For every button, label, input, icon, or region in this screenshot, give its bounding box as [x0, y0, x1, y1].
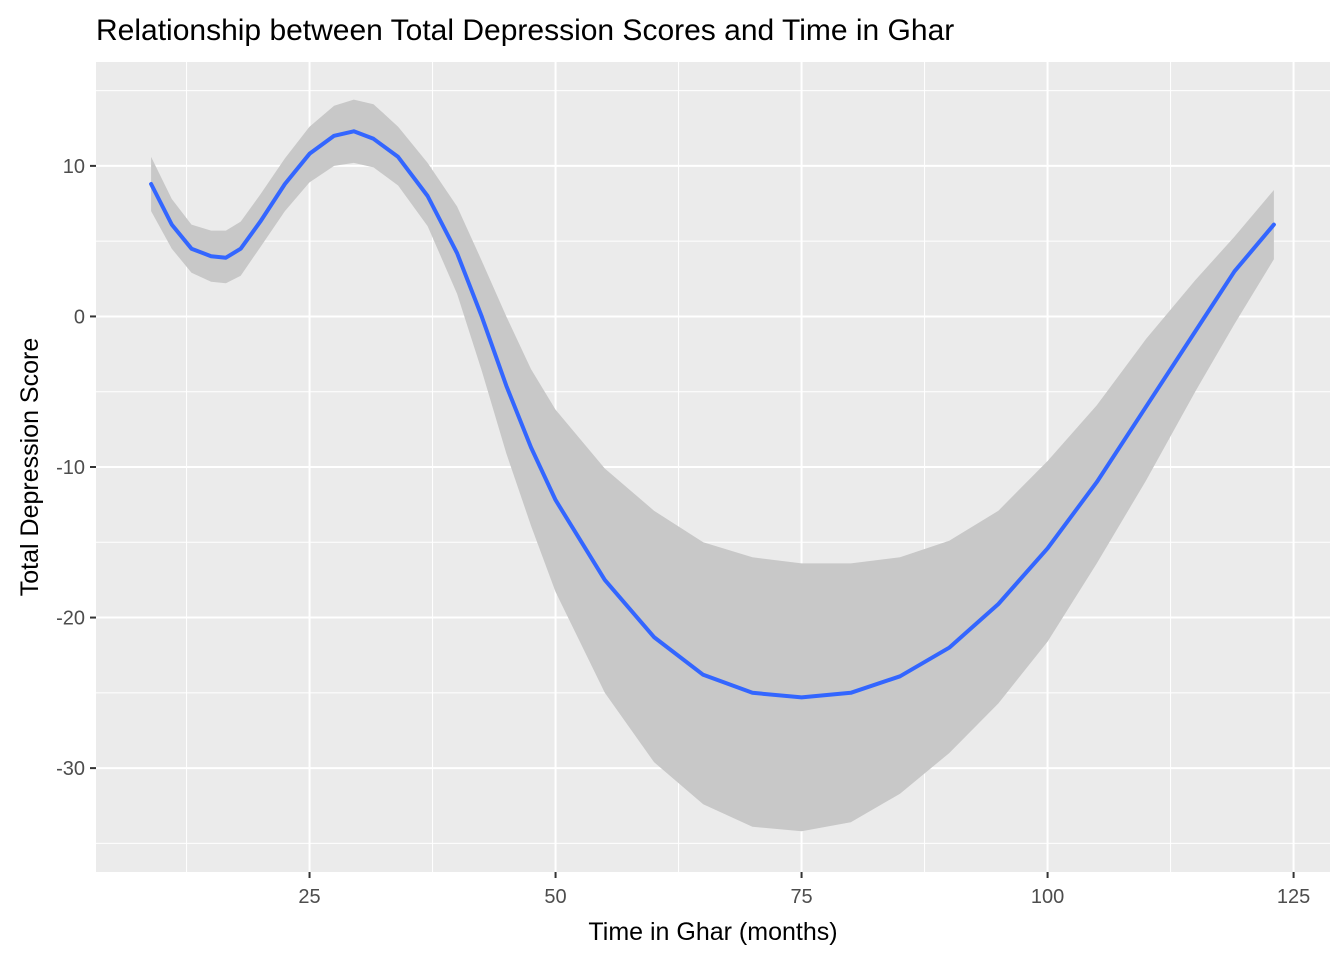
smooth-fit-line: [149, 129, 1276, 700]
x-tick-label: 75: [790, 886, 812, 908]
y-tick-label: -30: [56, 758, 85, 780]
chart-title: Relationship between Total Depression Sc…: [96, 14, 954, 47]
x-axis-title: Time in Ghar (months): [588, 918, 837, 946]
smooth-line-layer: [149, 129, 1276, 700]
x-axis: 25 50 75 100 125: [298, 872, 1310, 908]
y-axis: -30 -20 -10 0 10: [56, 156, 96, 780]
confidence-ribbon: [151, 99, 1274, 832]
y-tick-label: 0: [74, 306, 85, 328]
y-tick-label: 10: [63, 156, 85, 178]
y-tick-label: -10: [56, 457, 85, 479]
y-tick-label: -20: [56, 608, 85, 630]
x-tick-label: 25: [298, 886, 320, 908]
x-tick-label: 50: [544, 886, 566, 908]
confidence-ribbon-layer: [151, 99, 1274, 832]
x-tick-label: 125: [1277, 886, 1310, 908]
x-tick-label: 100: [1031, 886, 1064, 908]
y-axis-title: Total Depression Score: [16, 338, 44, 596]
